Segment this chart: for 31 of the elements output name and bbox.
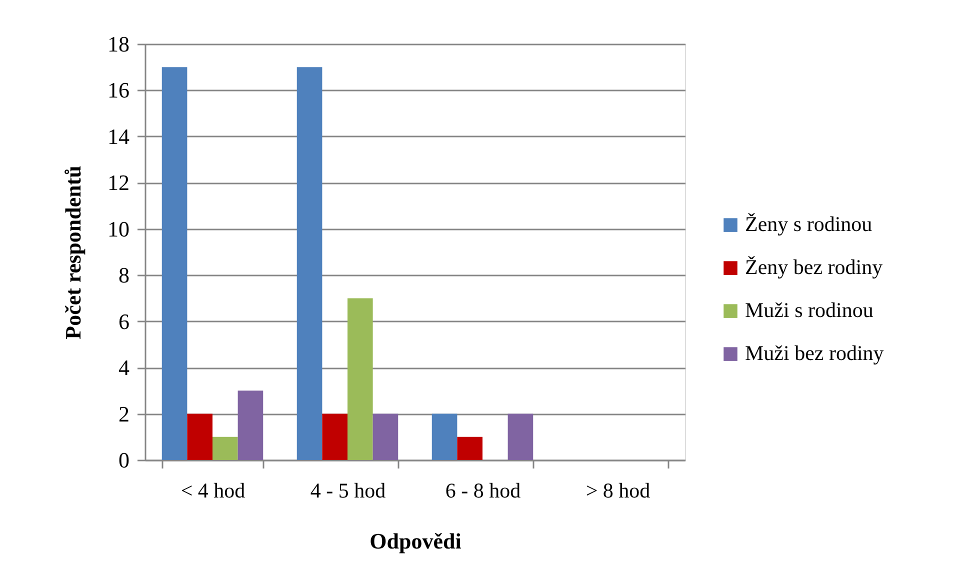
bar [212, 436, 238, 460]
y-tick-label: 4 [118, 355, 130, 380]
bar [187, 414, 212, 460]
bar [508, 414, 534, 460]
x-tick-label: 6 - 8 hod [445, 478, 522, 502]
x-tick-label: < 4 hod [180, 478, 246, 502]
bar [238, 390, 264, 460]
legend-label: Muži bez rodiny [745, 341, 884, 366]
y-tick-label: 18 [108, 32, 130, 56]
legend-label: Ženy bez rodiny [745, 255, 884, 280]
y-tick-label: 0 [118, 448, 130, 472]
bar [372, 414, 398, 460]
x-tick-label: 4 - 5 hod [310, 478, 386, 502]
bar [162, 67, 188, 460]
y-tick-label: 14 [108, 124, 130, 149]
legend-label: Ženy s rodinou [745, 212, 873, 236]
y-tick-label: 2 [118, 401, 130, 426]
y-tick-label: 6 [118, 308, 130, 334]
bar [348, 298, 373, 460]
bar [296, 67, 322, 460]
y-tick-label: 16 [108, 78, 130, 103]
legend-label: Muži s rodinou [745, 298, 874, 322]
bar [457, 436, 482, 460]
y-tick-label: 10 [108, 216, 130, 242]
y-tick-label: 12 [108, 170, 130, 196]
x-axis-title: Odpovědi [370, 528, 462, 554]
y-tick-label: 8 [118, 262, 130, 288]
x-tick-label: > 8 hod [586, 478, 651, 502]
bar [432, 414, 458, 460]
bar [322, 414, 348, 460]
y-axis-title: Počet respondentů [60, 166, 86, 340]
